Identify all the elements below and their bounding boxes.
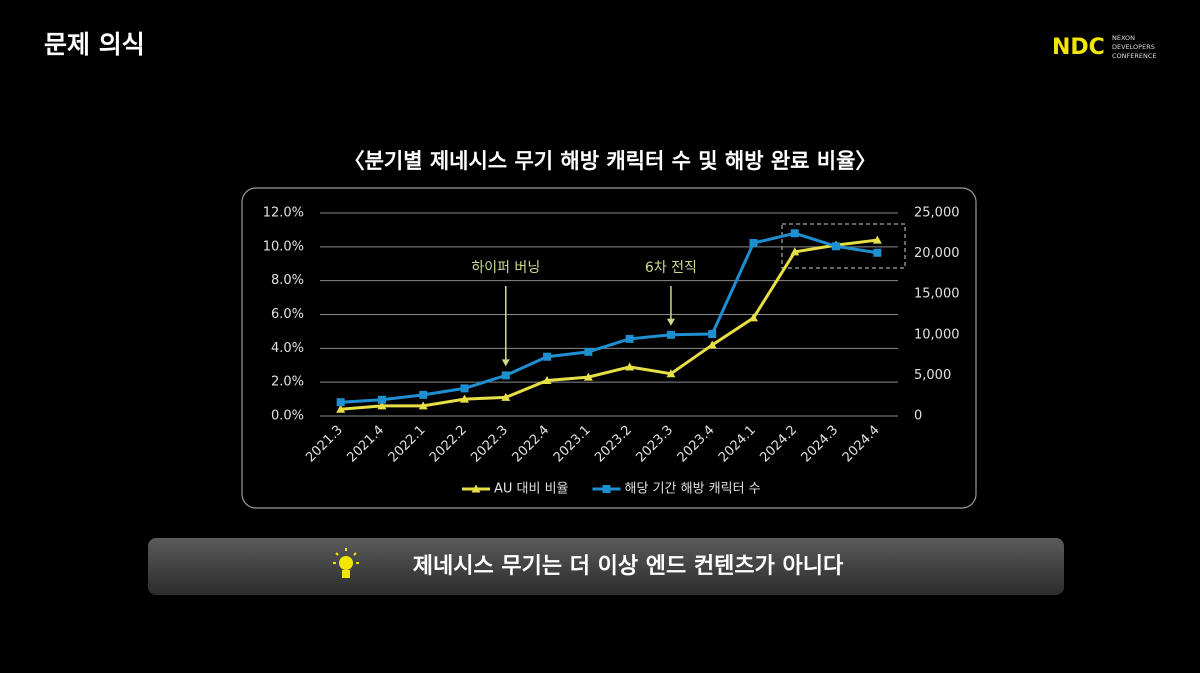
point — [666, 330, 675, 339]
x-tick-label: 2022.4 — [510, 423, 553, 466]
x-tick-label: 2023.1 — [551, 423, 594, 466]
x-tick-label: 2024.4 — [840, 423, 883, 466]
x-tick-label: 2022.1 — [386, 423, 429, 466]
point — [543, 352, 552, 361]
y-tick-label: 10.0% — [263, 239, 304, 254]
logo-text: CONFERENCE — [1112, 52, 1157, 60]
point — [418, 401, 428, 410]
y-tick-label: 8.0% — [271, 273, 304, 288]
point — [336, 398, 345, 407]
point — [501, 371, 510, 380]
x-tick-label: 2023.4 — [675, 423, 718, 466]
point — [749, 313, 758, 322]
point — [336, 404, 346, 413]
y2-tick-label: 10,000 — [914, 327, 960, 342]
point — [666, 369, 676, 378]
x-tick-label: 2024.2 — [757, 423, 800, 466]
message: 제네시스 무기는 더 이상 엔드 컨텐츠가 아니다 — [413, 554, 844, 579]
highlight-box — [781, 223, 906, 269]
series-line — [340, 231, 878, 404]
bulb-icon — [333, 548, 359, 578]
point — [790, 247, 800, 256]
logo-text: DEVELOPERS — [1112, 43, 1155, 51]
point — [872, 235, 882, 244]
x-tick-label: 2024.1 — [716, 423, 759, 466]
y2-tick-label: 15,000 — [914, 287, 960, 302]
slide-title: 문제 의식 — [44, 30, 145, 59]
y-tick-label: 2.0% — [271, 375, 304, 390]
y-tick-label: 4.0% — [271, 341, 304, 356]
logo-mark: NDC — [1052, 35, 1105, 60]
point — [708, 329, 717, 338]
point — [832, 242, 841, 251]
x-tick-label: 2023.3 — [633, 423, 676, 466]
point — [542, 375, 552, 384]
x-tick-label: 2021.4 — [344, 423, 387, 466]
x-tick-label: 2022.3 — [468, 423, 511, 466]
annotation-arrowhead — [666, 318, 675, 326]
y2-tick-label: 25,000 — [914, 206, 960, 221]
y2-tick-label: 0 — [914, 409, 922, 424]
y-tick-label: 12.0% — [263, 206, 304, 221]
legend-marker — [471, 484, 481, 493]
point — [625, 334, 634, 343]
x-tick-label: 2023.2 — [592, 423, 635, 466]
point — [584, 347, 593, 356]
annotation-arrowhead — [501, 359, 510, 367]
point — [501, 392, 511, 401]
point — [790, 229, 799, 238]
chart-frame — [241, 187, 977, 509]
point — [625, 362, 635, 371]
point — [873, 248, 882, 257]
legend-marker — [602, 485, 611, 493]
legend-label: 해당 기간 해방 캐릭터 수 — [625, 482, 761, 497]
point — [460, 394, 469, 403]
point — [377, 401, 387, 410]
point — [749, 239, 758, 248]
point — [419, 390, 428, 399]
x-tick-label: 2021.3 — [303, 423, 346, 466]
point — [707, 340, 717, 349]
y-tick-label: 6.0% — [271, 307, 304, 322]
annotation: 6차 전직 — [645, 260, 697, 276]
chart-title: 〈분기별 제네시스 무기 해방 캐릭터 수 및 해방 완료 비율〉 — [344, 149, 877, 173]
point — [377, 395, 386, 404]
logo-text: NEXON — [1112, 34, 1135, 42]
y2-tick-label: 20,000 — [914, 246, 960, 261]
message-band — [148, 538, 1064, 595]
series-line — [340, 238, 878, 411]
y-tick-label: 0.0% — [271, 409, 304, 424]
x-tick-label: 2024.3 — [799, 423, 842, 466]
annotation: 하이퍼 버닝 — [471, 260, 540, 276]
x-tick-label: 2022.2 — [427, 423, 470, 466]
point — [460, 384, 469, 393]
legend-label: AU 대비 비율 — [494, 482, 569, 497]
y2-tick-label: 5,000 — [914, 368, 951, 383]
point — [583, 372, 593, 381]
